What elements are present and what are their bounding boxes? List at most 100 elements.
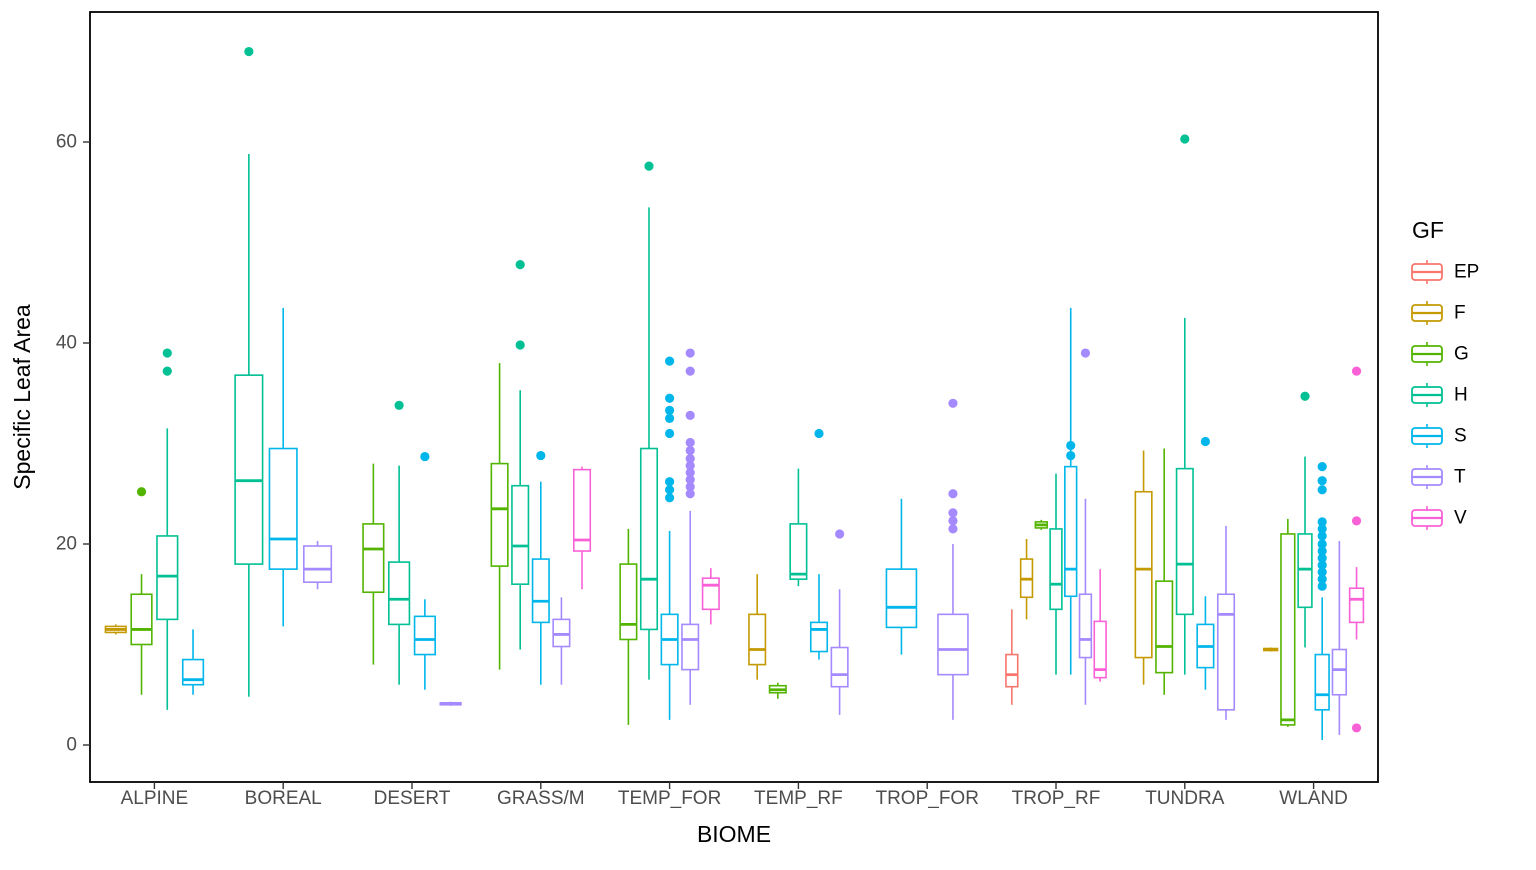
boxplot-TROP_RF-H <box>1049 473 1063 675</box>
x-tick-label: BOREAL <box>245 788 322 809</box>
outlier-point <box>685 445 695 456</box>
boxplot-WLAND-T <box>1331 540 1348 735</box>
iqr-box <box>511 484 530 585</box>
boxplot-TEMP_RF-H <box>789 468 808 587</box>
outlier-point <box>685 437 695 448</box>
iqr-box <box>1175 467 1194 616</box>
outlier-point <box>1317 553 1327 563</box>
boxplot-TEMP_RF-F <box>748 574 767 680</box>
outlier-point <box>685 461 695 471</box>
boxplot-BOREAL-S <box>268 307 298 627</box>
outlier-point <box>1200 436 1211 447</box>
boxplot-GRASS/M-T <box>552 597 571 685</box>
outlier-point <box>1317 574 1327 584</box>
iqr-box <box>1078 593 1093 659</box>
outlier-point <box>1066 450 1076 461</box>
outlier-point <box>420 451 430 462</box>
legend-label: S <box>1454 426 1467 447</box>
boxplot-GRASS/M-V <box>572 466 592 590</box>
boxplot-BOREAL-H <box>234 46 264 697</box>
iqr-box <box>830 646 849 688</box>
iqr-box <box>552 618 571 648</box>
chart-dynamic-layer: 0 20 40 60 ALPINE BOREAL DESERT GRASS/M TEMP_FOR… <box>56 46 1479 809</box>
outlier-point <box>685 410 695 420</box>
outlier-point <box>685 453 695 464</box>
outlier-point <box>835 529 845 539</box>
iqr-box <box>639 447 659 631</box>
outlier-point <box>948 489 958 499</box>
boxplot-TUNDRA-T <box>1216 525 1236 720</box>
outlier-point <box>685 468 695 478</box>
outlier-point <box>1317 539 1327 549</box>
x-axis-title: BIOME <box>697 821 771 847</box>
x-tick-label: ALPINE <box>121 788 189 809</box>
iqr-box <box>701 577 720 611</box>
boxplot-GRASS/M-S <box>531 450 550 685</box>
boxplot-TUNDRA-H <box>1175 134 1194 675</box>
boxplot-TEMP_FOR-H <box>639 161 659 680</box>
outlier-point <box>665 485 675 495</box>
outlier-point <box>1317 462 1327 472</box>
iqr-box <box>1005 653 1019 688</box>
iqr-box <box>303 545 333 583</box>
outlier-point <box>1317 567 1327 577</box>
outlier-point <box>515 260 525 270</box>
outlier-point <box>665 428 675 439</box>
y-tick-label: 40 <box>56 333 77 354</box>
boxplot-TROP_RF-G <box>1034 519 1048 530</box>
iqr-box <box>362 523 385 594</box>
legend-entry-T: T <box>1411 465 1466 489</box>
y-axis-title: Specific Leaf Area <box>9 304 35 490</box>
legend-entry-H: H <box>1411 383 1468 407</box>
outlier-point <box>1300 391 1310 401</box>
boxplot-WLAND-H <box>1297 391 1313 648</box>
boxplot-WLAND-G <box>1280 518 1296 727</box>
x-tick-label: GRASS/M <box>497 788 585 809</box>
outlier-point <box>136 487 147 497</box>
y-tick-label: 0 <box>66 735 77 756</box>
x-tick-label: TEMP_RF <box>754 788 843 809</box>
outlier-point <box>1317 517 1327 527</box>
iqr-box <box>156 535 179 621</box>
iqr-box <box>1314 653 1330 711</box>
boxplot-ALPINE-H <box>156 348 179 710</box>
outlier-point <box>644 161 654 171</box>
boxplot-TEMP_FOR-V <box>701 568 720 625</box>
iqr-box <box>748 613 767 666</box>
outlier-point <box>665 413 675 423</box>
x-tick-label: WLAND <box>1279 788 1348 809</box>
legend-label: H <box>1454 385 1468 406</box>
outlier-point <box>1351 366 1362 376</box>
boxplot-TROP_RF-V <box>1093 569 1107 682</box>
iqr-box <box>388 561 411 626</box>
iqr-box <box>268 447 298 570</box>
outlier-point <box>162 348 172 358</box>
legend-label: EP <box>1454 262 1479 283</box>
outlier-point <box>162 366 172 376</box>
outlier-point <box>665 356 675 366</box>
boxplot-TROP_RF-EP <box>1005 609 1019 705</box>
boxplot-TUNDRA-G <box>1155 448 1174 695</box>
x-tick-label: TROP_FOR <box>875 788 978 809</box>
outlier-point <box>515 340 525 350</box>
x-tick-label: DESERT <box>374 788 451 809</box>
iqr-box <box>1155 580 1174 674</box>
iqr-box <box>937 613 969 676</box>
outlier-point <box>244 46 254 57</box>
y-tick-label: 20 <box>56 534 77 555</box>
outlier-point <box>394 400 404 410</box>
outlier-point <box>948 398 958 408</box>
iqr-box <box>885 568 918 629</box>
x-tick-label: TUNDRA <box>1145 788 1224 809</box>
boxplot-DESERT-G <box>362 463 385 665</box>
boxplot-WLAND-V <box>1348 366 1365 733</box>
iqr-box <box>490 462 509 567</box>
legend-entry-G: G <box>1411 342 1469 366</box>
iqr-box <box>809 621 829 653</box>
outlier-point <box>948 524 958 534</box>
boxplot-ALPINE-F <box>104 624 127 635</box>
legend-title: GF <box>1412 217 1444 243</box>
legend-label: G <box>1454 344 1469 365</box>
boxplot-WLAND-S <box>1314 462 1330 740</box>
iqr-box <box>1348 587 1365 624</box>
